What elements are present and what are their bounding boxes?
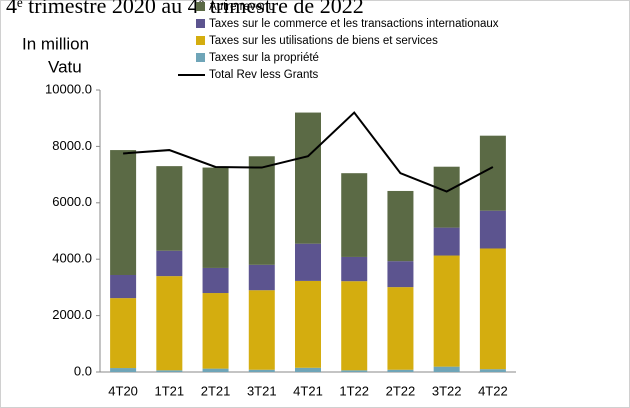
bar-segment bbox=[479, 210, 506, 249]
bar-segment bbox=[387, 190, 414, 262]
bar-segment bbox=[202, 293, 229, 369]
bar-segment bbox=[341, 256, 368, 282]
legend-swatch bbox=[196, 19, 205, 28]
x-tick-label: 3T21 bbox=[247, 383, 277, 398]
bar-segment bbox=[479, 369, 506, 372]
bar-segment bbox=[202, 167, 229, 268]
x-tick-label: 4T21 bbox=[293, 383, 323, 398]
x-tick-label: 2T22 bbox=[386, 383, 416, 398]
legend-label: Total Rev less Grants bbox=[209, 69, 319, 81]
bar-segment bbox=[433, 227, 460, 256]
x-tick-label: 3T22 bbox=[432, 383, 462, 398]
y-tick-label: 2000.0 bbox=[52, 307, 92, 322]
y-tick-label: 0.0 bbox=[74, 363, 92, 378]
bar-segment bbox=[248, 369, 275, 372]
bar-segment bbox=[433, 166, 460, 228]
bar-segment bbox=[110, 298, 137, 369]
bar-segment bbox=[295, 280, 321, 368]
bar-segment bbox=[341, 370, 368, 372]
y-tick-label: 6000.0 bbox=[52, 194, 92, 209]
x-tick-label: 1T22 bbox=[339, 383, 369, 398]
bar-segment bbox=[295, 112, 321, 244]
chart-title: 4ᵉ trimestre 2020 au 4ᵉ trimestre de 202… bbox=[6, 0, 364, 18]
bar-segment bbox=[248, 156, 275, 265]
y-tick-label: 8000.0 bbox=[52, 138, 92, 153]
legend-label: Taxes sur le commerce et les transaction… bbox=[209, 18, 499, 30]
x-tick-label: 2T21 bbox=[201, 383, 231, 398]
bar-segment bbox=[479, 248, 506, 370]
legend-label: Taxes sur les utilisations de biens et s… bbox=[209, 35, 438, 47]
bar-segment bbox=[295, 367, 321, 372]
bar-segment bbox=[156, 250, 183, 277]
bar-segment bbox=[202, 368, 229, 372]
bar-segment bbox=[248, 290, 275, 370]
bar-segment bbox=[248, 264, 275, 291]
legend-swatch bbox=[196, 53, 205, 62]
bar-segment bbox=[341, 173, 368, 257]
y-axis-label: Vatu bbox=[48, 57, 82, 76]
bar-segment bbox=[341, 281, 368, 371]
bar-segment bbox=[110, 274, 137, 299]
y-tick-label: 4000.0 bbox=[52, 251, 92, 266]
bar-segment bbox=[156, 370, 183, 372]
legend-swatch bbox=[196, 36, 205, 45]
y-tick-label: 10000.0 bbox=[45, 81, 92, 96]
legend-label: Taxes sur la propriété bbox=[209, 52, 319, 64]
bar-segment bbox=[433, 366, 460, 372]
x-tick-label: 1T21 bbox=[155, 383, 185, 398]
bar-segment bbox=[387, 369, 414, 372]
total-line bbox=[123, 111, 494, 193]
legend-label: Autre revenu bbox=[209, 1, 275, 13]
x-tick-label: 4T20 bbox=[108, 383, 138, 398]
legend-swatch bbox=[196, 2, 205, 11]
bar-segment bbox=[433, 255, 460, 367]
y-axis-label: In million bbox=[22, 34, 89, 53]
bar-segment bbox=[479, 135, 506, 211]
bar-segment bbox=[156, 276, 183, 371]
bar-segment bbox=[295, 243, 321, 281]
bar-segment bbox=[202, 267, 229, 294]
bar-segment bbox=[387, 261, 414, 288]
bar-segment bbox=[110, 150, 137, 275]
bar-segment bbox=[110, 368, 137, 372]
bar-segment bbox=[156, 166, 183, 251]
x-tick-label: 4T22 bbox=[478, 383, 508, 398]
bar-segment bbox=[387, 287, 414, 370]
